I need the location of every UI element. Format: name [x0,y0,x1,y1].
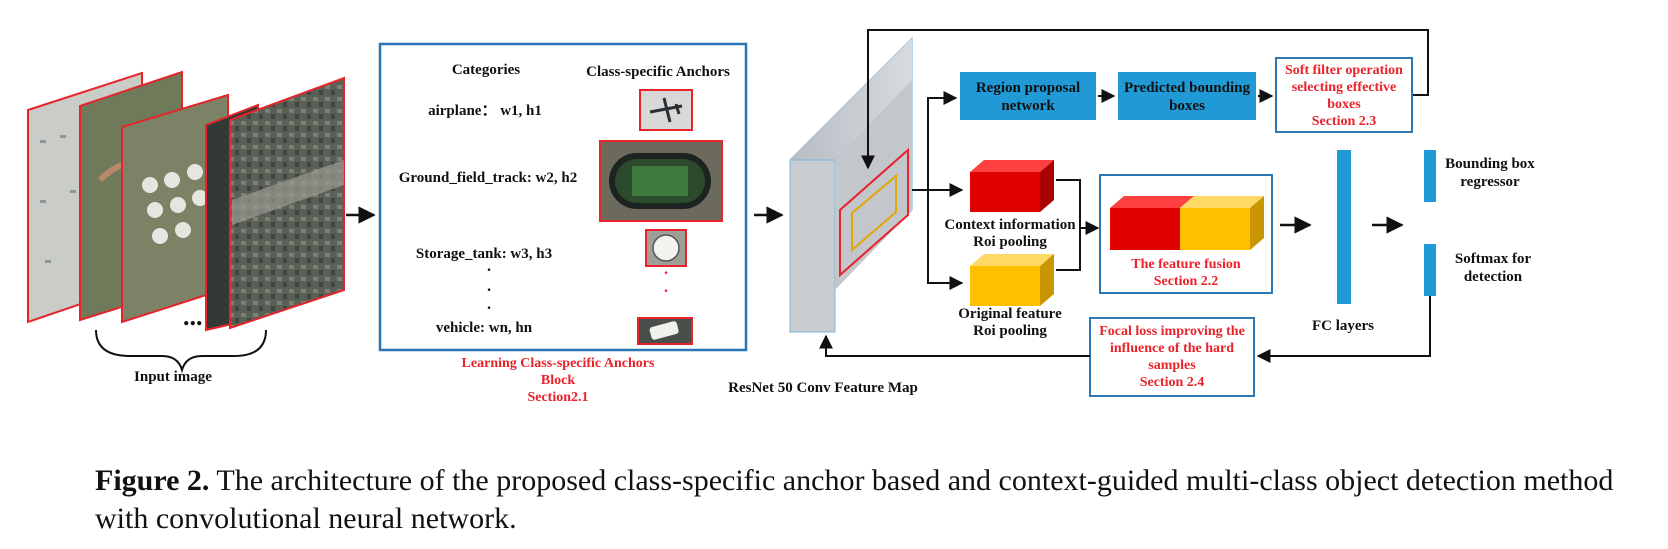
architecture-diagram: ... Input image Categories Class-specifi… [27,29,1535,405]
soft-filter-line-2: selecting effective [1292,80,1397,95]
original-pool-label-2: Roi pooling [973,323,1047,339]
loop-focal-to-featuremap [819,334,1090,357]
rpn-label-1: Region proposal [976,80,1080,96]
softmax-label-2: detection [1464,269,1523,285]
anchor-block-title-1: Learning Class-specific Anchors [462,356,655,371]
track-field-thumbnail [599,140,723,222]
branch-to-rpn [912,91,958,191]
context-pool-label-1: Context information [944,217,1076,233]
context-roi-cube [970,160,1054,212]
soft-filter-line-1: Soft filter operation [1285,63,1403,78]
storage-tank-thumbnail [645,229,687,267]
category-row-2: Ground_field_track: w2, h2 [399,170,577,186]
fc-layer-bar [1337,150,1351,304]
category-row-1: airplane： w1, h1 [428,103,542,119]
soft-filter-line-3: boxes [1327,97,1361,112]
fusion-label-1: The feature fusion [1131,257,1241,272]
focal-line-2: influence of the hard [1110,341,1234,356]
context-pool-label-2: Roi pooling [973,234,1047,250]
figure-caption-prefix: Figure 2. [95,464,210,497]
rpn-label-2: network [1001,98,1055,114]
anchor-block-title-2: Block [541,373,575,388]
softmax-label-1: Softmax for [1455,251,1532,267]
category-dots-2: · [486,282,491,299]
category-dots: · [486,262,491,279]
feature-map: ResNet 50 Conv Feature Map [728,36,918,396]
focal-line-4: Section 2.4 [1140,375,1205,390]
bbox-reg-label-1: Bounding box [1445,156,1535,172]
bbox-regressor-bar [1424,150,1436,202]
focal-line-3: samples [1148,358,1196,373]
predicted-boxes-box: Predicted bounding boxes [1118,72,1256,120]
branch-to-original [927,190,964,290]
soft-filter-box: Soft filter operation selecting effectiv… [1275,57,1413,133]
category-row-3: Storage_tank: w3, h3 [416,246,552,262]
focal-loss-box: Focal loss improving the influence of th… [1089,317,1255,397]
bbox-reg-label-2: regressor [1460,174,1520,190]
input-label: Input image [134,369,212,385]
category-dots-3: · [486,300,491,317]
figure-caption: Figure 2. The architecture of the propos… [95,462,1635,538]
original-roi-cube [970,254,1054,306]
vehicle-thumbnail [637,317,693,345]
feature-fusion-box: The feature fusion Section 2.2 [1099,174,1273,294]
predicted-label-2: boxes [1169,98,1205,114]
anchor-block-title-3: Section2.1 [527,390,588,405]
category-row-4: vehicle: wn, hn [436,320,533,336]
rpn-box: Region proposal network [960,72,1096,120]
header-categories: Categories [452,62,520,78]
roi-inner [851,173,897,253]
connector-original-to-fusion [1056,221,1100,271]
fc-label: FC layers [1312,318,1374,334]
soft-filter-line-4: Section 2.3 [1312,114,1377,129]
loop-softmax-to-focal [1256,296,1431,363]
loop-softfilter-to-featuremap [861,29,1429,170]
original-pool-label-1: Original feature [958,306,1062,322]
feature-map-label: ResNet 50 Conv Feature Map [728,380,918,396]
focal-line-1: Focal loss improving the [1099,324,1245,339]
fusion-label-2: Section 2.2 [1154,274,1219,289]
roi-outer [839,147,909,278]
anchor-dots-1: · [663,265,668,282]
figure-caption-text: The architecture of the proposed class-s… [95,464,1614,535]
softmax-bar [1424,244,1436,296]
anchor-dots-2: · [663,283,668,300]
input-brace [95,329,267,374]
header-class-anchors: Class-specific Anchors [586,64,730,80]
anchor-block: Categories Class-specific Anchors airpla… [378,42,748,405]
input-image-stack: ... Input image [27,70,345,385]
airplane-thumbnail [639,89,693,131]
predicted-label-1: Predicted bounding [1124,80,1250,96]
input-dots: ... [183,302,203,331]
